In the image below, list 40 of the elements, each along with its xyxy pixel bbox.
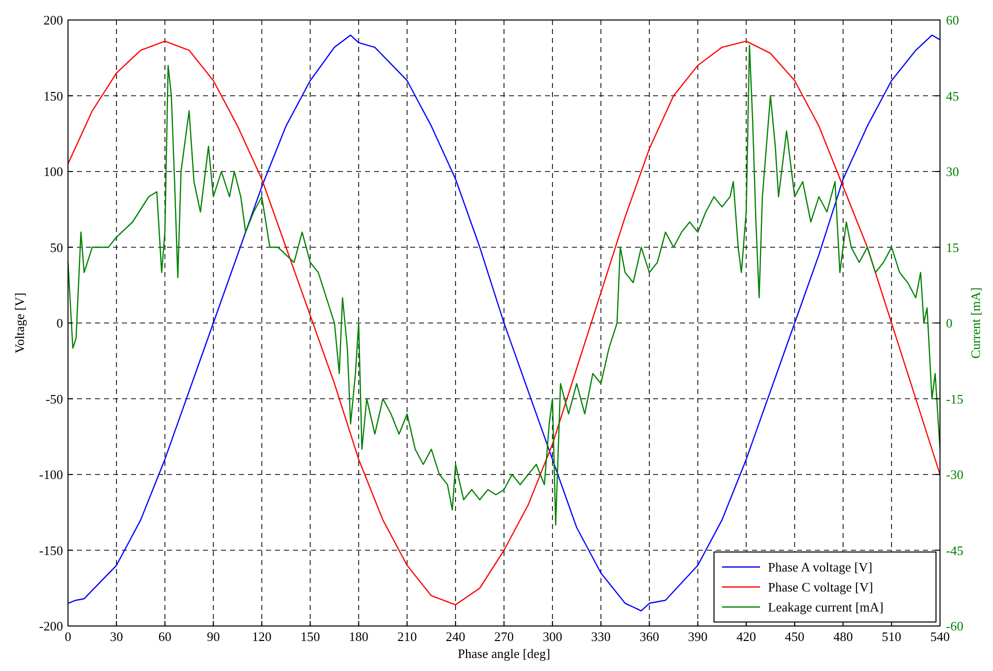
x-tick-label: 420: [736, 629, 756, 644]
y2-tick-label: 60: [946, 12, 959, 28]
y-tick-label: 50: [50, 240, 63, 255]
y2-tick-label: -45: [946, 542, 964, 558]
x-tick-label: 390: [688, 629, 708, 644]
x-tick-label: 510: [882, 629, 902, 644]
x-tick-label: 240: [446, 629, 466, 644]
y2-tick-label: 45: [946, 88, 959, 104]
y2-tick-label: 0: [946, 316, 952, 331]
x-tick-label: 300: [542, 629, 562, 644]
legend-label: Phase A voltage [V]: [768, 560, 872, 575]
x-tick-label: 180: [348, 629, 368, 644]
x-tick-label: 90: [206, 629, 220, 644]
x-tick-label: 60: [158, 629, 172, 644]
x-tick-label: 360: [640, 629, 660, 644]
y-tick-label: -100: [39, 467, 63, 482]
y2-tick-label: 30: [946, 164, 959, 180]
y2-tick-label: 15: [946, 240, 959, 255]
legend-label: Leakage current [mA]: [768, 600, 884, 615]
x-tick-label: 120: [252, 629, 272, 644]
y2-tick-label: -30: [946, 467, 964, 482]
x-tick-label: 150: [300, 629, 320, 644]
x-tick-label: 270: [494, 629, 514, 644]
y-tick-label: 150: [44, 88, 63, 104]
x-tick-label: 450: [784, 629, 804, 644]
y2-tick-label: -15: [946, 391, 964, 406]
x-tick-label: 210: [397, 629, 417, 644]
y-axis-title: Voltage [V]: [12, 292, 27, 354]
x-tick-label: 330: [591, 629, 611, 644]
y-tick-label: 100: [44, 164, 63, 180]
y-tick-label: -50: [46, 391, 63, 406]
legend-label: Phase C voltage [V]: [768, 580, 874, 595]
y-tick-label: 0: [56, 316, 63, 331]
y2-axis-title: Current [mA]: [968, 287, 983, 359]
y-tick-label: -200: [39, 618, 63, 634]
y-tick-label: 200: [44, 12, 63, 28]
x-tick-label: 480: [833, 629, 853, 644]
y-tick-label: -150: [39, 542, 63, 558]
x-tick-label: 30: [110, 629, 123, 644]
x-axis-title: Phase angle [deg]: [458, 646, 550, 661]
